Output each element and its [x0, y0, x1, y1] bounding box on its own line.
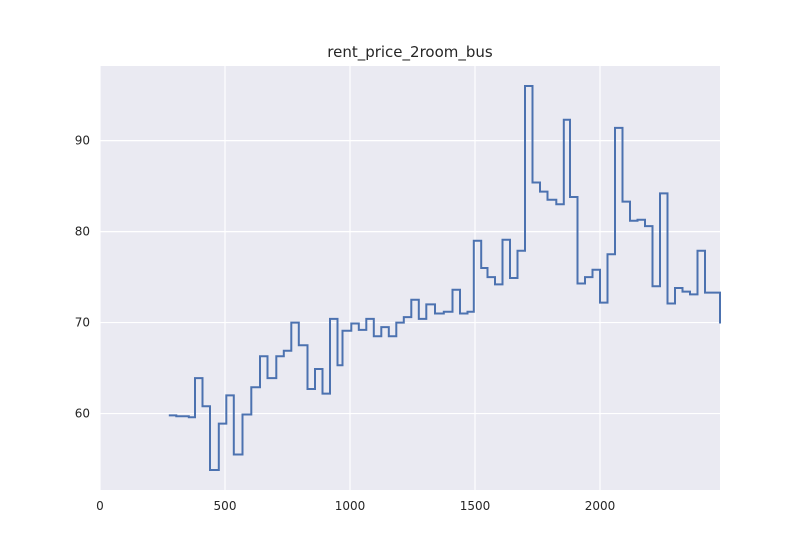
x-tick-label: 2000: [585, 499, 616, 513]
series-line: [168, 85, 721, 471]
plot-area: [100, 66, 720, 490]
y-tick-label: 60: [75, 407, 90, 421]
x-tick-label: 500: [214, 499, 237, 513]
y-tick-label: 70: [75, 316, 90, 330]
x-tick-label: 0: [96, 499, 104, 513]
x-tick-label: 1500: [460, 499, 491, 513]
x-tick-label: 1000: [335, 499, 366, 513]
y-tick-label: 90: [75, 134, 90, 148]
chart-title: rent_price_2room_bus: [327, 43, 493, 62]
y-tick-label: 80: [75, 225, 90, 239]
tick-labels: 0 500 1000 1500 2000 60 70 80 90: [75, 134, 616, 513]
